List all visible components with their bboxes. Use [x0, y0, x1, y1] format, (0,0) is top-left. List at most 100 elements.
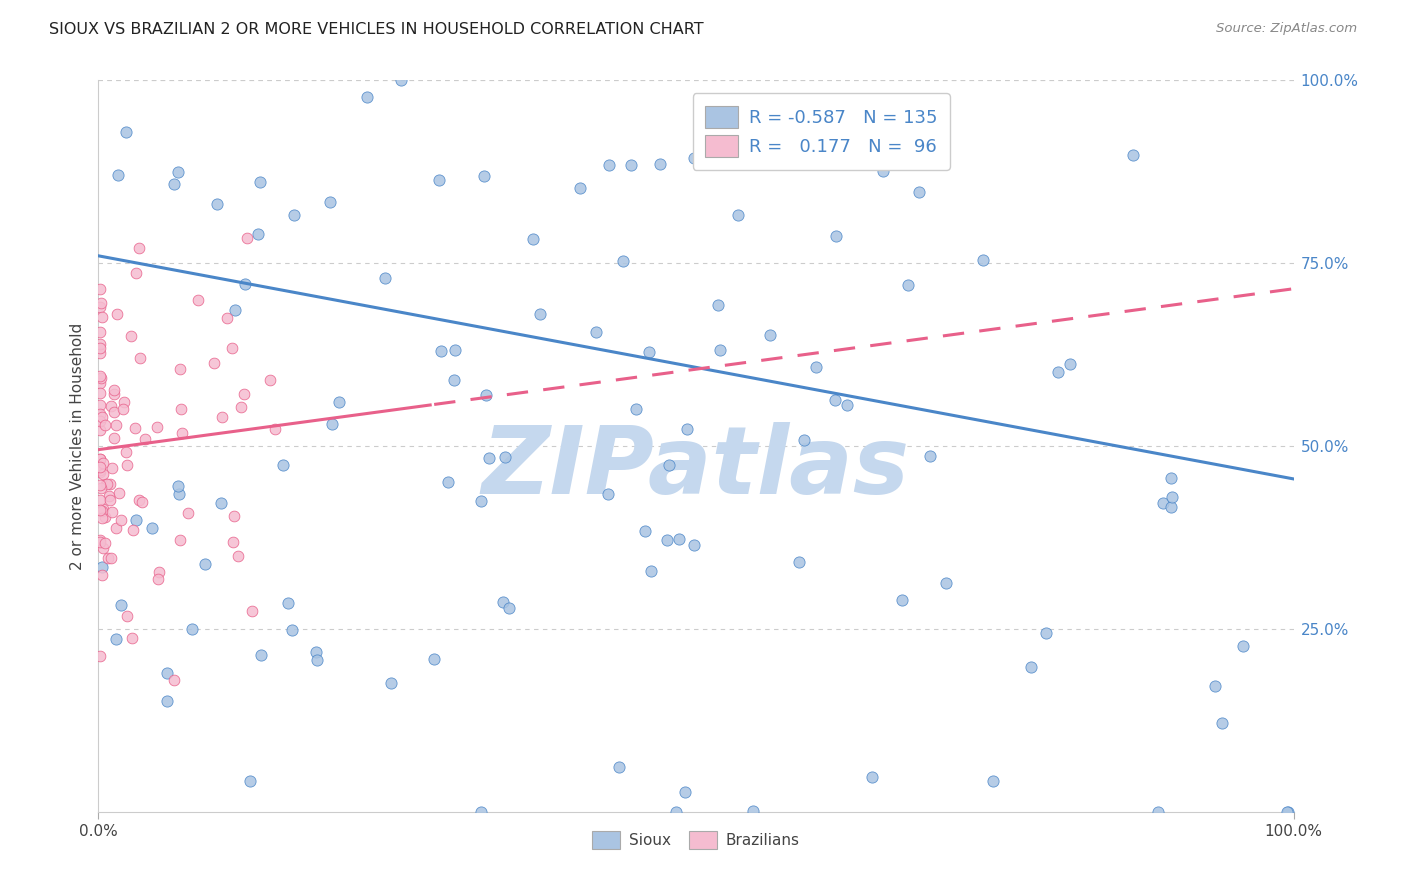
Point — [96, 476, 118, 491]
Point — [125, 45, 148, 60]
Point — [141, 521, 163, 535]
Point — [155, 37, 177, 51]
Point — [94, 536, 117, 550]
Point — [211, 410, 233, 425]
Point — [100, 399, 122, 413]
Point — [1160, 490, 1182, 504]
Point — [972, 252, 994, 267]
Point — [392, 37, 415, 51]
Point — [150, 37, 173, 51]
Point — [1160, 470, 1182, 484]
Point — [239, 774, 262, 789]
Point — [634, 524, 657, 539]
Point — [250, 648, 273, 663]
Point — [167, 164, 190, 178]
Point — [593, 37, 616, 51]
Point — [707, 298, 730, 312]
Y-axis label: 2 or more Vehicles in Household: 2 or more Vehicles in Household — [69, 322, 84, 570]
Point — [793, 433, 815, 447]
Point — [205, 196, 228, 211]
Point — [356, 89, 378, 103]
Point — [111, 401, 134, 416]
Point — [626, 401, 648, 416]
Point — [89, 492, 111, 507]
Point — [683, 538, 706, 552]
Point — [163, 177, 186, 191]
Point — [872, 164, 894, 178]
Point — [90, 295, 112, 310]
Point — [233, 387, 256, 401]
Point — [89, 478, 111, 492]
Point — [110, 599, 132, 613]
Point — [103, 431, 125, 445]
Point — [229, 401, 252, 415]
Point — [835, 398, 858, 412]
Point — [128, 493, 150, 508]
Point — [97, 550, 120, 565]
Point — [478, 450, 501, 465]
Point — [1152, 496, 1174, 510]
Point — [94, 510, 117, 524]
Point — [585, 325, 607, 339]
Point — [375, 37, 398, 51]
Point — [90, 481, 112, 495]
Point — [89, 414, 111, 428]
Point — [89, 281, 111, 295]
Point — [437, 475, 460, 490]
Point — [283, 208, 305, 222]
Point — [1035, 625, 1057, 640]
Point — [128, 241, 150, 255]
Point — [612, 254, 634, 268]
Point — [240, 604, 263, 618]
Point — [1047, 365, 1070, 379]
Point — [692, 150, 714, 164]
Point — [709, 343, 731, 357]
Point — [146, 572, 169, 586]
Point — [170, 426, 193, 441]
Point — [1232, 639, 1254, 653]
Point — [1001, 37, 1024, 51]
Point — [704, 98, 727, 112]
Point — [676, 422, 699, 436]
Point — [89, 407, 111, 421]
Point — [429, 173, 451, 187]
Text: SIOUX VS BRAZILIAN 2 OR MORE VEHICLES IN HOUSEHOLD CORRELATION CHART: SIOUX VS BRAZILIAN 2 OR MORE VEHICLES IN… — [49, 22, 704, 37]
Point — [124, 512, 146, 526]
Point — [156, 666, 179, 681]
Point — [89, 451, 111, 466]
Point — [593, 37, 616, 51]
Point — [349, 37, 371, 51]
Point — [1160, 500, 1182, 515]
Point — [598, 158, 620, 172]
Point — [107, 168, 129, 182]
Point — [380, 675, 402, 690]
Point — [233, 277, 256, 292]
Point — [89, 502, 111, 516]
Point — [277, 596, 299, 610]
Point — [741, 804, 763, 818]
Point — [89, 535, 111, 549]
Point — [120, 328, 142, 343]
Point — [90, 559, 112, 574]
Point — [470, 805, 492, 819]
Point — [474, 388, 496, 402]
Point — [91, 456, 114, 470]
Point — [328, 394, 350, 409]
Point — [125, 266, 148, 280]
Point — [103, 383, 125, 397]
Point — [215, 310, 238, 325]
Point — [91, 567, 114, 582]
Point — [498, 600, 520, 615]
Point — [105, 307, 128, 321]
Point — [101, 460, 124, 475]
Point — [1275, 805, 1298, 819]
Point — [105, 632, 128, 646]
Point — [169, 533, 191, 548]
Point — [609, 760, 631, 774]
Point — [114, 444, 136, 458]
Point — [89, 385, 111, 400]
Point — [124, 421, 146, 435]
Point — [637, 345, 659, 359]
Point — [122, 524, 145, 538]
Point — [259, 373, 281, 387]
